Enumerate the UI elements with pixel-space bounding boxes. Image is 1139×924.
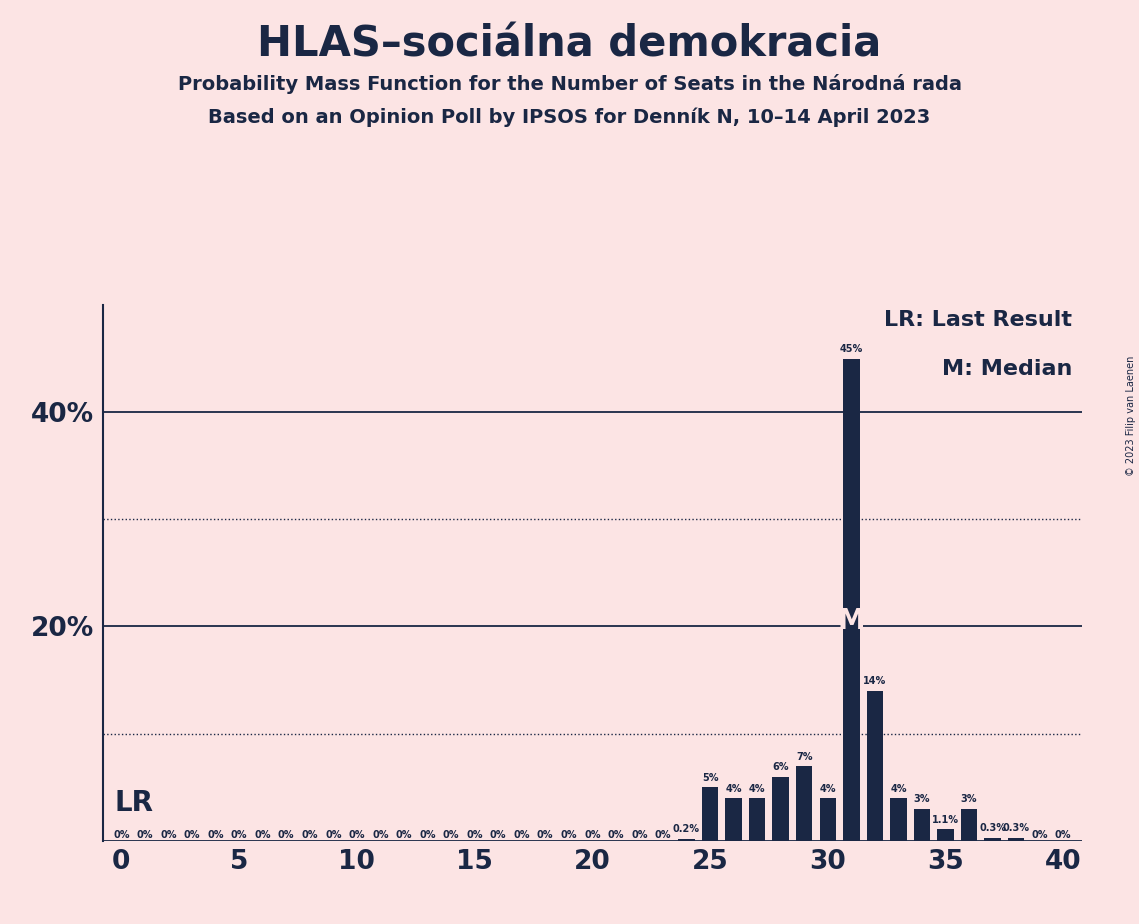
Text: 0%: 0% bbox=[302, 830, 318, 840]
Text: 14%: 14% bbox=[863, 676, 886, 687]
Text: 4%: 4% bbox=[891, 784, 907, 794]
Bar bbox=[819, 798, 836, 841]
Bar bbox=[937, 829, 953, 841]
Text: Probability Mass Function for the Number of Seats in the Národná rada: Probability Mass Function for the Number… bbox=[178, 74, 961, 94]
Text: 0.3%: 0.3% bbox=[1002, 823, 1030, 833]
Text: 0%: 0% bbox=[137, 830, 153, 840]
Bar bbox=[1008, 838, 1024, 841]
Text: 4%: 4% bbox=[726, 784, 741, 794]
Text: 0%: 0% bbox=[1055, 830, 1072, 840]
Text: 0.2%: 0.2% bbox=[673, 824, 700, 834]
Text: 0%: 0% bbox=[183, 830, 200, 840]
Text: 0%: 0% bbox=[443, 830, 459, 840]
Bar bbox=[726, 798, 741, 841]
Text: HLAS–sociálna demokracia: HLAS–sociálna demokracia bbox=[257, 23, 882, 65]
Text: 0%: 0% bbox=[325, 830, 342, 840]
Bar bbox=[891, 798, 907, 841]
Bar bbox=[796, 766, 812, 841]
Bar bbox=[984, 838, 1001, 841]
Text: 0%: 0% bbox=[231, 830, 247, 840]
Bar bbox=[961, 808, 977, 841]
Text: 7%: 7% bbox=[796, 751, 812, 761]
Text: 0%: 0% bbox=[536, 830, 554, 840]
Text: LR: Last Result: LR: Last Result bbox=[884, 310, 1072, 330]
Bar bbox=[913, 808, 931, 841]
Text: 0.3%: 0.3% bbox=[980, 823, 1006, 833]
Text: M: M bbox=[837, 607, 866, 635]
Text: LR: LR bbox=[114, 789, 154, 817]
Text: 45%: 45% bbox=[839, 345, 863, 354]
Text: 3%: 3% bbox=[961, 795, 977, 805]
Text: 0%: 0% bbox=[584, 830, 600, 840]
Text: 0%: 0% bbox=[514, 830, 530, 840]
Text: 0%: 0% bbox=[349, 830, 366, 840]
Text: 0%: 0% bbox=[161, 830, 177, 840]
Text: 0%: 0% bbox=[372, 830, 388, 840]
Text: M: Median: M: Median bbox=[942, 359, 1072, 379]
Text: 0%: 0% bbox=[466, 830, 483, 840]
Text: 6%: 6% bbox=[772, 762, 789, 772]
Bar bbox=[678, 839, 695, 841]
Text: 4%: 4% bbox=[819, 784, 836, 794]
Text: 0%: 0% bbox=[655, 830, 671, 840]
Text: 5%: 5% bbox=[702, 773, 719, 783]
Text: 0%: 0% bbox=[607, 830, 624, 840]
Text: 0%: 0% bbox=[419, 830, 436, 840]
Text: 0%: 0% bbox=[1032, 830, 1048, 840]
Text: 0%: 0% bbox=[490, 830, 507, 840]
Text: © 2023 Filip van Laenen: © 2023 Filip van Laenen bbox=[1125, 356, 1136, 476]
Bar bbox=[867, 691, 883, 841]
Bar bbox=[702, 787, 719, 841]
Text: 0%: 0% bbox=[207, 830, 223, 840]
Text: Based on an Opinion Poll by IPSOS for Denník N, 10–14 April 2023: Based on an Opinion Poll by IPSOS for De… bbox=[208, 107, 931, 127]
Text: 0%: 0% bbox=[631, 830, 648, 840]
Bar bbox=[772, 776, 789, 841]
Text: 3%: 3% bbox=[913, 795, 931, 805]
Text: 0%: 0% bbox=[560, 830, 577, 840]
Text: 0%: 0% bbox=[113, 830, 130, 840]
Text: 0%: 0% bbox=[395, 830, 412, 840]
Text: 1.1%: 1.1% bbox=[932, 815, 959, 825]
Text: 0%: 0% bbox=[278, 830, 294, 840]
Text: 0%: 0% bbox=[254, 830, 271, 840]
Bar bbox=[843, 359, 860, 841]
Text: 4%: 4% bbox=[748, 784, 765, 794]
Bar bbox=[748, 798, 765, 841]
